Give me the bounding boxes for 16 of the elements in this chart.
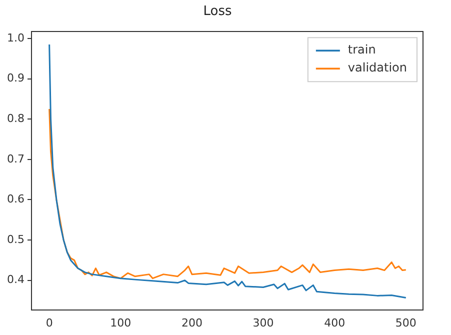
y-tick-label: 0.8	[6, 112, 24, 125]
x-tick-label: 100	[110, 316, 132, 330]
x-tick-label: 500	[395, 316, 416, 330]
y-tick-label: 0.5	[6, 232, 24, 246]
y-tick-label: 1.0	[6, 31, 24, 44]
x-tick-label: 0	[46, 316, 53, 330]
y-tick-label: 0.4	[6, 273, 24, 286]
x-tick-label: 200	[181, 316, 202, 330]
legend-label: validation	[348, 60, 408, 75]
chart-title: Loss	[203, 4, 232, 20]
y-tick-label: 0.6	[6, 192, 24, 206]
y-tick-label: 0.9	[6, 72, 24, 85]
x-tick-label: 300	[252, 316, 274, 330]
legend-label: train	[348, 42, 376, 57]
x-tick-label: 400	[324, 316, 346, 330]
y-tick-label: 0.7	[6, 152, 24, 166]
